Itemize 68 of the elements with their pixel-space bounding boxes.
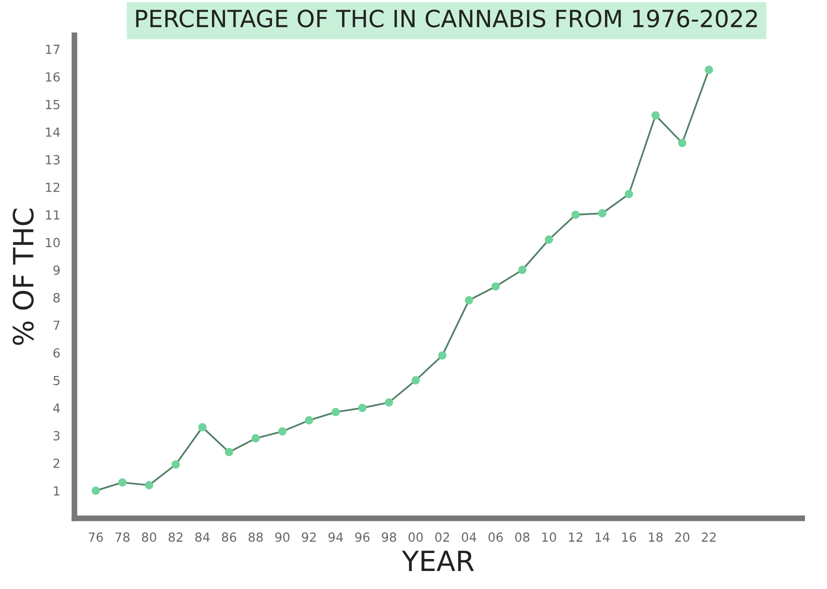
point: [518, 266, 526, 274]
point: [92, 486, 100, 495]
x-tick-label: 06: [488, 532, 503, 542]
x-tick-label: 96: [355, 532, 370, 542]
point: [571, 210, 580, 219]
x-tick-label: 80: [142, 532, 156, 542]
y-tick-label: 6: [53, 348, 60, 358]
point: [332, 408, 340, 416]
y-tick-label: 7: [54, 320, 60, 330]
x-axis-title: YEAR: [402, 550, 474, 571]
x-tick-label: 88: [248, 532, 263, 542]
point: [464, 296, 474, 304]
x-tick-label: 00: [408, 532, 423, 542]
x-tick-label: 82: [168, 532, 182, 542]
chart-title: PERCENTAGE OF THC IN CANNABIS FROM 1976-2022: [136, 10, 757, 28]
point: [598, 209, 606, 218]
point: [172, 460, 180, 469]
x-tick-label: 22: [702, 532, 716, 542]
x-tick-label: 16: [622, 532, 636, 542]
point: [198, 423, 207, 432]
y-tick-label: 11: [46, 210, 60, 220]
x-tick-label: 14: [596, 532, 610, 542]
y-tick-label: 9: [53, 265, 60, 275]
point: [118, 478, 127, 487]
y-tick-label: 17: [46, 44, 60, 54]
y-tick-label: 2: [54, 458, 60, 468]
x-tick-label: 90: [275, 532, 290, 542]
point: [144, 481, 154, 490]
point: [491, 282, 500, 291]
x-tick-label: 92: [302, 532, 316, 542]
x-tick-label: 04: [462, 532, 476, 542]
point: [438, 351, 446, 360]
x-tick-label: 84: [195, 532, 210, 542]
x-tick-label: 10: [542, 532, 556, 542]
point: [304, 416, 314, 425]
y-tick-label: 15: [46, 100, 60, 110]
x-tick-label: 20: [675, 532, 690, 542]
point: [704, 66, 714, 74]
x-tick-label: 18: [648, 532, 663, 542]
y-tick-label: 4: [53, 404, 60, 413]
point: [384, 398, 394, 407]
point: [651, 111, 660, 120]
point: [224, 448, 234, 456]
x-tick-label: 78: [115, 532, 130, 542]
y-axis-title: % OF THC: [12, 208, 34, 345]
y-tick-label: 14: [46, 128, 60, 137]
x-tick-label: 94: [328, 532, 343, 542]
y-tick-label: 10: [46, 238, 60, 248]
point: [678, 138, 686, 148]
y-tick-label: 1: [54, 486, 60, 496]
x-tick-label: 08: [515, 532, 530, 542]
x-tick-label: 12: [569, 532, 582, 542]
point: [544, 235, 554, 244]
y-tick-label: 12: [46, 182, 60, 192]
x-tick-label: 98: [382, 532, 396, 542]
y-tick-label: 16: [46, 72, 60, 82]
point: [278, 427, 287, 436]
x-tick-label: 02: [435, 532, 450, 542]
point: [411, 376, 420, 384]
point: [358, 404, 366, 412]
y-tick-label: 5: [54, 376, 60, 386]
point: [624, 190, 634, 198]
point: [252, 434, 260, 442]
x-tick-label: 76: [88, 532, 103, 542]
y-tick-label: 3: [54, 430, 60, 440]
y-tick-label: 13: [46, 155, 60, 164]
y-tick-label: 8: [53, 293, 60, 302]
x-tick-label: 86: [222, 532, 236, 542]
